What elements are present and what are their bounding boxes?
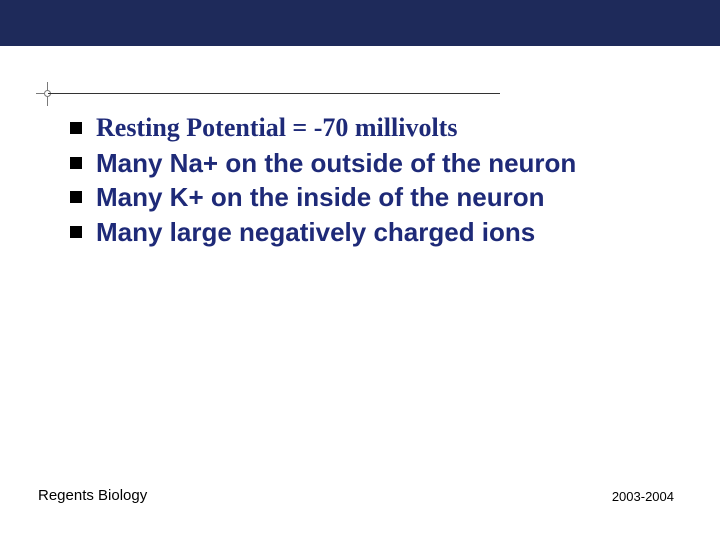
bullet-list: Resting Potential = -70 millivolts Many … (70, 112, 680, 250)
footer-left-text: Regents Biology (38, 487, 147, 504)
bullet-text: Resting Potential = -70 millivolts (96, 112, 680, 145)
list-item: Many K+ on the inside of the neuron (70, 181, 680, 214)
header-rule (20, 74, 520, 104)
square-bullet-icon (70, 226, 82, 238)
footer-right-text: 2003-2004 (612, 489, 674, 504)
slide-top-bar (0, 0, 720, 46)
crosshair-icon (36, 82, 60, 106)
square-bullet-icon (70, 157, 82, 169)
list-item: Resting Potential = -70 millivolts (70, 112, 680, 145)
bullet-text: Many Na+ on the outside of the neuron (96, 147, 680, 180)
horizontal-rule (48, 93, 500, 94)
bullet-text: Many large negatively charged ions (96, 216, 680, 249)
square-bullet-icon (70, 122, 82, 134)
list-item: Many Na+ on the outside of the neuron (70, 147, 680, 180)
bullet-text: Many K+ on the inside of the neuron (96, 181, 680, 214)
list-item: Many large negatively charged ions (70, 216, 680, 249)
square-bullet-icon (70, 191, 82, 203)
